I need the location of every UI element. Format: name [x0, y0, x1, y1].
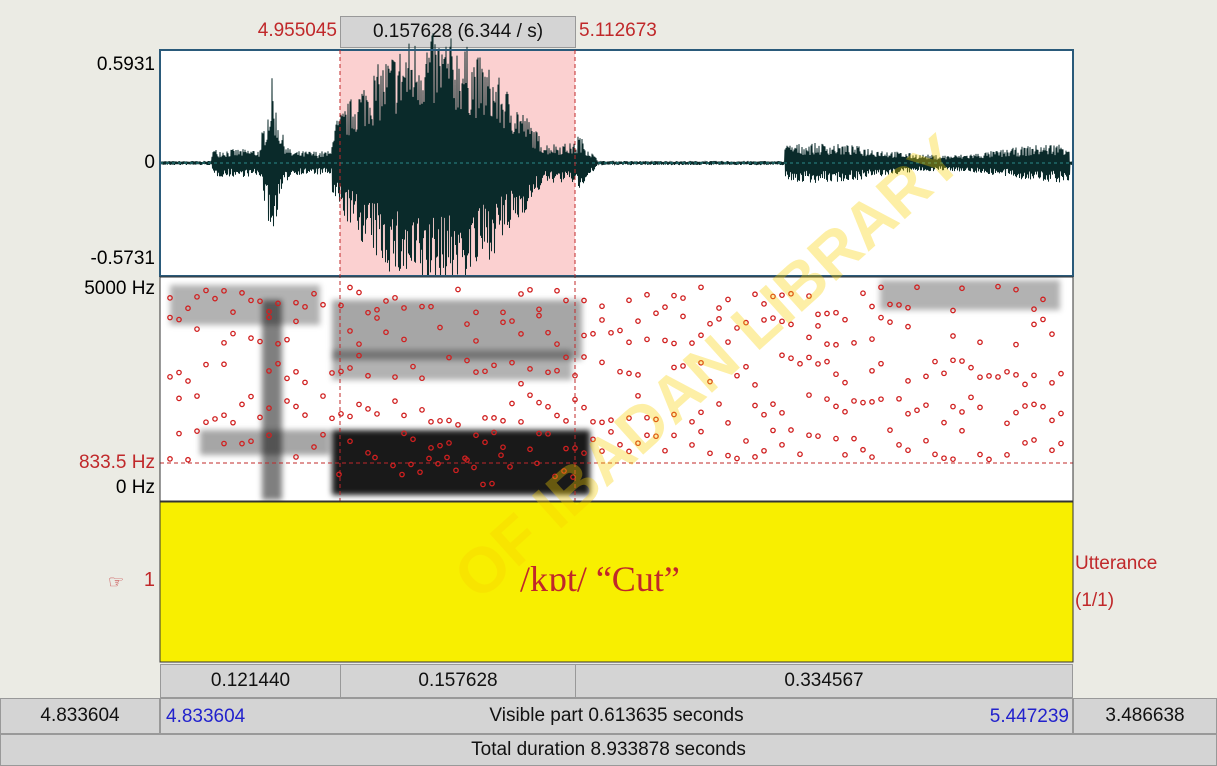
hand-icon: ☞ — [108, 572, 124, 592]
signal-view: ☞ — [0, 0, 1217, 766]
right-outside[interactable]: 3.486638 — [1073, 698, 1217, 734]
visible-end: 5.447239 — [990, 706, 1069, 728]
spectral-energy — [200, 430, 330, 455]
visible-start: 4.833604 — [166, 706, 245, 728]
tier-text: /kɒt/ “Cut” — [520, 558, 680, 600]
segment[interactable]: 0.157628 — [340, 664, 576, 698]
tier-count: (1/1) — [1075, 590, 1114, 612]
segment[interactable]: 0.334567 — [575, 664, 1073, 698]
total-duration[interactable]: Total duration 8.933878 seconds — [0, 734, 1217, 766]
spectral-energy — [262, 300, 282, 500]
tier-name: Utterance — [1075, 553, 1157, 575]
praat-editor: 4.955045 0.157628 (6.344 / s) 5.112673 0… — [0, 0, 1217, 766]
tier-number: 1 — [144, 569, 155, 592]
visible-part[interactable]: Visible part 0.613635 seconds — [160, 698, 1073, 734]
segment[interactable]: 0.121440 — [160, 664, 341, 698]
spectral-energy — [332, 350, 572, 380]
left-outside[interactable]: 4.833604 — [0, 698, 160, 734]
